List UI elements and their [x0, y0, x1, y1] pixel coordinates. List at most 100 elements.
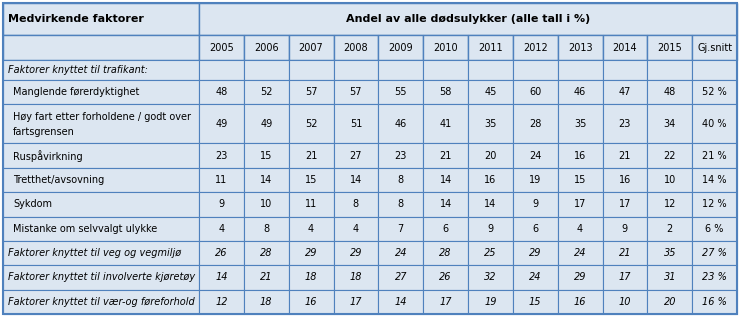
Bar — [3, 36, 199, 60]
Bar — [648, 80, 692, 104]
Text: 14: 14 — [394, 297, 407, 307]
Bar — [423, 217, 468, 241]
Text: 19: 19 — [484, 297, 497, 307]
Bar — [244, 217, 289, 241]
Bar — [468, 143, 513, 168]
Text: 32: 32 — [484, 272, 497, 282]
Text: 16: 16 — [305, 297, 317, 307]
Bar — [468, 60, 513, 80]
Text: 19: 19 — [529, 175, 542, 185]
Bar — [289, 168, 334, 192]
Text: 6 %: 6 % — [705, 224, 724, 234]
Text: 48: 48 — [664, 87, 676, 97]
Text: 15: 15 — [260, 151, 272, 161]
Bar — [558, 290, 602, 314]
Bar — [602, 168, 648, 192]
Bar — [3, 192, 199, 217]
Text: 6: 6 — [443, 224, 448, 234]
Bar — [648, 36, 692, 60]
Bar — [648, 217, 692, 241]
Text: 8: 8 — [263, 224, 269, 234]
Text: 4: 4 — [218, 224, 224, 234]
Text: 27 %: 27 % — [702, 248, 727, 258]
Text: 21: 21 — [260, 272, 272, 282]
Text: 2010: 2010 — [434, 43, 458, 53]
Bar — [378, 36, 423, 60]
Text: 55: 55 — [394, 87, 407, 97]
Bar — [334, 192, 378, 217]
Bar — [513, 217, 558, 241]
Text: 47: 47 — [619, 87, 631, 97]
Text: 12 %: 12 % — [702, 199, 727, 209]
Bar — [648, 241, 692, 265]
Bar — [199, 60, 244, 80]
Text: 2: 2 — [667, 224, 673, 234]
Bar — [378, 217, 423, 241]
Bar — [244, 80, 289, 104]
Text: 14: 14 — [484, 199, 497, 209]
Bar — [199, 241, 244, 265]
Text: 16: 16 — [619, 175, 631, 185]
Bar — [199, 104, 244, 143]
Text: 2013: 2013 — [568, 43, 593, 53]
Bar — [692, 60, 737, 80]
Bar — [423, 60, 468, 80]
Text: 21: 21 — [619, 151, 631, 161]
Bar — [468, 168, 513, 192]
Bar — [648, 60, 692, 80]
Bar — [378, 265, 423, 290]
Bar — [692, 241, 737, 265]
Bar — [378, 290, 423, 314]
Bar — [513, 265, 558, 290]
Bar — [244, 290, 289, 314]
Text: 17: 17 — [440, 297, 452, 307]
Text: 29: 29 — [305, 248, 317, 258]
Bar — [558, 265, 602, 290]
Text: 29: 29 — [350, 248, 362, 258]
Bar — [334, 168, 378, 192]
Bar — [602, 217, 648, 241]
Text: 24: 24 — [529, 272, 542, 282]
Bar — [423, 290, 468, 314]
Bar — [558, 80, 602, 104]
Bar — [513, 192, 558, 217]
Bar — [334, 143, 378, 168]
Bar — [289, 241, 334, 265]
Text: 35: 35 — [574, 119, 586, 129]
Text: 17: 17 — [619, 272, 631, 282]
Text: 48: 48 — [215, 87, 227, 97]
Text: 7: 7 — [397, 224, 404, 234]
Text: 2011: 2011 — [478, 43, 502, 53]
Bar — [3, 217, 199, 241]
Text: 16: 16 — [484, 175, 497, 185]
Text: 10: 10 — [619, 297, 631, 307]
Bar — [334, 104, 378, 143]
Bar — [199, 80, 244, 104]
Text: 4: 4 — [353, 224, 359, 234]
Text: 18: 18 — [305, 272, 317, 282]
Text: 45: 45 — [484, 87, 497, 97]
Bar — [513, 143, 558, 168]
Bar — [692, 104, 737, 143]
Text: Tretthet/avsovning: Tretthet/avsovning — [13, 175, 104, 185]
Bar — [513, 168, 558, 192]
Text: 29: 29 — [529, 248, 542, 258]
Bar — [468, 192, 513, 217]
Text: Medvirkende faktorer: Medvirkende faktorer — [8, 14, 144, 24]
Bar — [513, 80, 558, 104]
Bar — [423, 104, 468, 143]
Text: Faktorer knyttet til trafikant:: Faktorer knyttet til trafikant: — [8, 65, 148, 75]
Bar — [423, 265, 468, 290]
Text: Gj.snitt: Gj.snitt — [697, 43, 732, 53]
Text: 58: 58 — [440, 87, 452, 97]
Text: 24: 24 — [394, 248, 407, 258]
Bar — [558, 60, 602, 80]
Text: 49: 49 — [215, 119, 227, 129]
Text: Faktorer knyttet til involverte kjøretøy: Faktorer knyttet til involverte kjøretøy — [8, 272, 195, 282]
Bar — [423, 80, 468, 104]
Bar — [3, 290, 199, 314]
Text: 46: 46 — [574, 87, 586, 97]
Text: 9: 9 — [532, 199, 538, 209]
Text: 14: 14 — [440, 175, 451, 185]
Bar — [244, 143, 289, 168]
